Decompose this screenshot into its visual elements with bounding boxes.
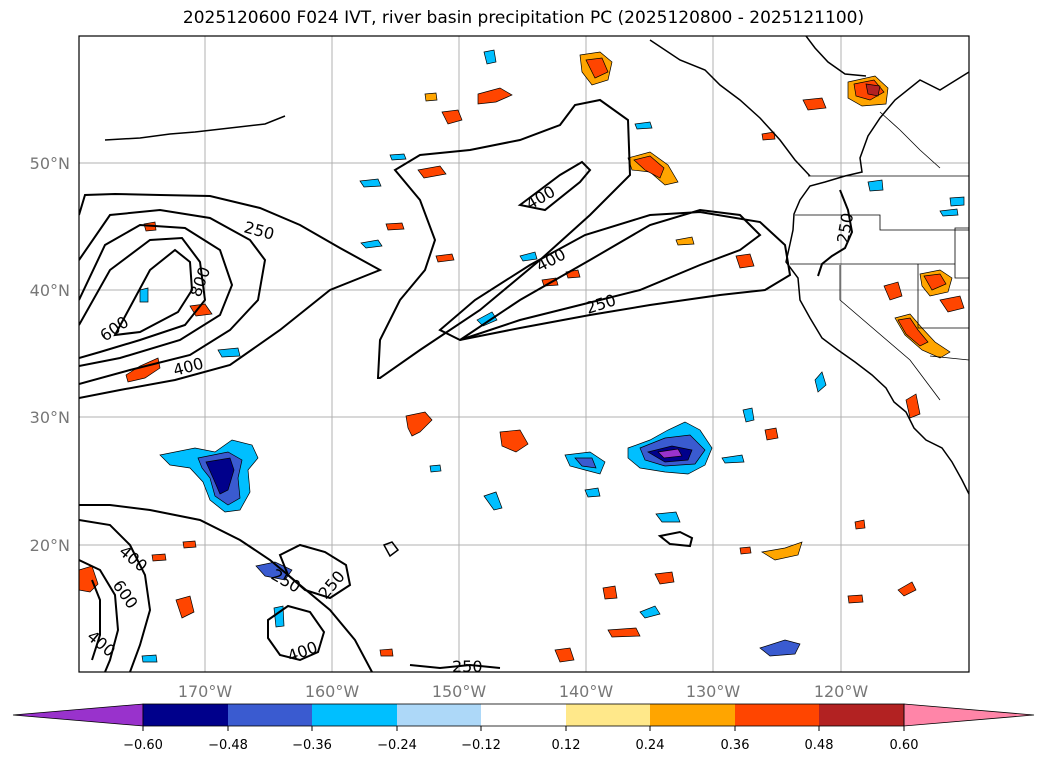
state-borders [790,111,969,401]
contour-label: 250 [452,657,483,676]
colorbar-extend-min [12,703,144,727]
contour-label: 600 [109,576,142,612]
colorbar-segment [228,704,312,726]
colorbar-tick-label: −0.48 [208,738,248,753]
colorbar-tick-label: 0.36 [721,738,750,753]
positive-precip-anomaly-areas [79,51,965,663]
contour-label: 250 [833,211,857,244]
colorbar-tick-label: −0.60 [123,738,163,753]
contour-label: 250 [242,218,276,244]
longitude-axis: 170°W 160°W 150°W 140°W 130°W 120°W [178,682,869,701]
gridlines [79,36,969,672]
lon-tick-label: 120°W [814,682,869,701]
colorbar-segment [312,704,397,726]
colorbar-segment [143,704,228,726]
colorbar-tick-label: 0.24 [636,738,665,753]
colorbar-segment [735,704,819,726]
colorbar-tick-label: 0.48 [805,738,834,753]
map-frame [78,35,970,673]
lat-tick-label: 30°N [30,408,70,427]
lon-tick-label: 170°W [178,682,233,701]
contour-label: 250 [583,290,618,318]
colorbar-segment [819,704,904,726]
colorbar: −0.60 −0.48 −0.36 −0.24 −0.12 0.12 0.24 … [12,703,1035,753]
ivt-contours [79,98,854,672]
colorbar-segment [650,704,735,726]
lon-tick-label: 130°W [686,682,741,701]
latitude-axis: 50°N 40°N 30°N 20°N [30,154,70,555]
lat-tick-label: 50°N [30,154,70,173]
colorbar-tick-label: 0.60 [890,738,919,753]
contour-label: 400 [83,627,119,661]
negative-precip-anomaly-areas [139,49,965,663]
contour-label: 600 [96,312,132,345]
lon-tick-label: 140°W [559,682,614,701]
contour-label: 400 [115,542,151,576]
lat-tick-label: 40°N [30,281,70,300]
colorbar-tick-label: −0.24 [377,738,417,753]
lat-tick-label: 20°N [30,536,70,555]
map-title: 2025120600 F024 IVT, river basin precipi… [182,8,865,28]
colorbar-tick-label: −0.12 [461,738,501,753]
coastline [104,36,969,558]
colorbar-tick-label: 0.12 [552,738,581,753]
contour-label: 400 [285,637,320,665]
colorbar-segment [566,704,650,726]
contour-label: 250 [315,567,349,603]
lon-tick-label: 150°W [432,682,487,701]
colorbar-segment [481,704,566,726]
colorbar-segment [397,704,481,726]
contour-label: 400 [533,244,569,275]
colorbar-tick-label: −0.36 [292,738,332,753]
lon-tick-label: 160°W [305,682,360,701]
colorbar-extend-max [903,703,1035,727]
